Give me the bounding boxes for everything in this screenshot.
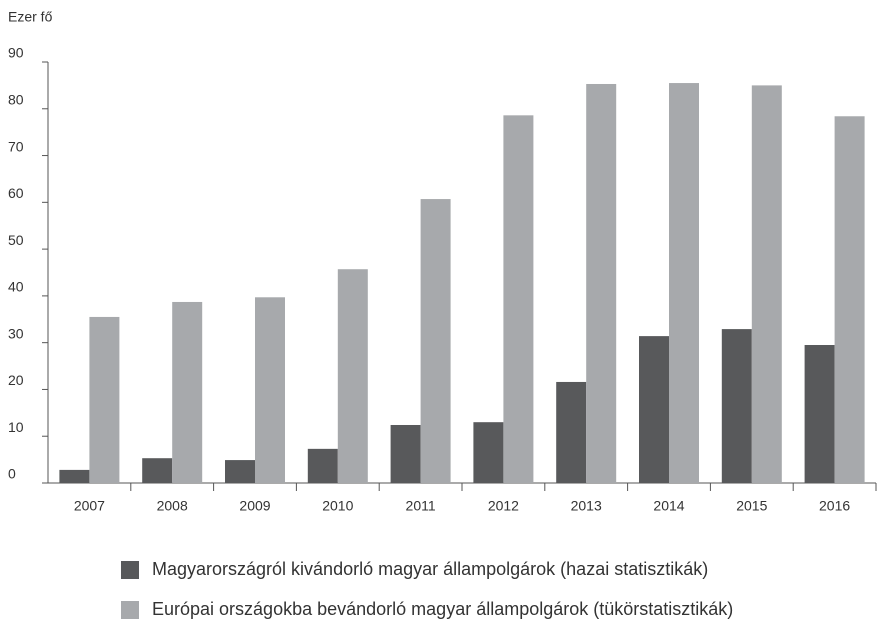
x-tick-label: 2014 [653, 498, 684, 514]
bar [804, 345, 835, 483]
bar [255, 297, 285, 483]
y-tick-label: 10 [8, 419, 24, 435]
x-tick-label: 2007 [74, 498, 105, 514]
bar [142, 458, 173, 483]
y-tick-label: 20 [8, 372, 24, 388]
x-tick-label: 2011 [406, 498, 436, 514]
y-tick-label: 70 [8, 138, 24, 154]
y-tick-label: 80 [8, 91, 24, 107]
bar [473, 422, 504, 483]
legend-label: Európai országokba bevándorló magyar áll… [152, 599, 733, 619]
x-tick-label: 2016 [819, 498, 850, 514]
bar [89, 316, 120, 483]
bar [751, 85, 782, 483]
y-tick-label: 60 [8, 185, 24, 201]
y-tick-label: 50 [8, 232, 24, 248]
bar [225, 460, 255, 483]
x-tick-label: 2009 [239, 498, 270, 514]
y-tick-label: 30 [8, 325, 24, 341]
x-tick-label: 2008 [157, 498, 188, 514]
legend-label: Magyarországról kivándorló magyar államp… [152, 559, 708, 579]
bar [337, 269, 368, 483]
x-tick-label: 2012 [488, 498, 519, 514]
y-axis-label: Ezer fő [8, 9, 53, 25]
x-tick-label: 2015 [736, 498, 767, 514]
bar [420, 199, 451, 483]
legend-swatch [121, 561, 139, 579]
bar [721, 329, 752, 483]
bar [556, 381, 587, 483]
bar [586, 83, 617, 483]
bar [59, 469, 90, 483]
bar [172, 301, 203, 483]
y-tick-label: 0 [8, 466, 16, 482]
bar [503, 115, 534, 484]
bar [669, 83, 699, 484]
bar [390, 424, 421, 483]
y-tick-label: 90 [8, 45, 24, 61]
legend-swatch [121, 601, 139, 619]
x-tick-label: 2010 [322, 498, 353, 514]
y-tick-label: 40 [8, 279, 24, 295]
bar [834, 116, 865, 484]
bar [307, 448, 338, 483]
bar [639, 336, 669, 483]
x-tick-label: 2013 [571, 498, 602, 514]
